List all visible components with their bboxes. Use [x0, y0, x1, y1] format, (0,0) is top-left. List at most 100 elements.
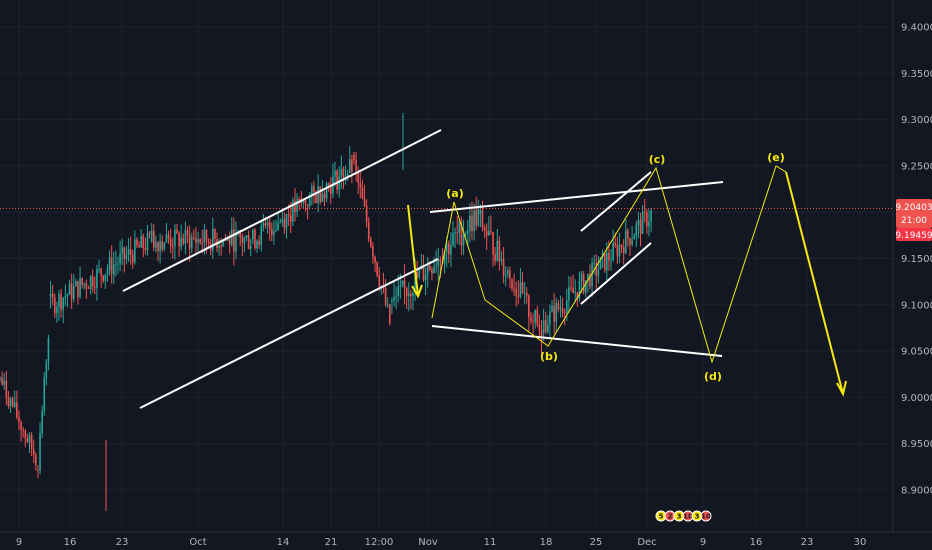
candle-body	[102, 275, 105, 281]
secondary-price-tag	[896, 228, 932, 241]
candle-body	[184, 230, 187, 244]
candle-body	[584, 280, 587, 293]
candle-body	[81, 278, 83, 285]
event-icon[interactable]: 10	[682, 510, 694, 522]
candle-body	[473, 210, 475, 232]
candle-body	[77, 280, 79, 297]
time-tick-label: Nov	[418, 537, 438, 548]
candle-body	[243, 237, 246, 243]
candle-body	[504, 274, 507, 276]
ascending-channel-lower[interactable]	[139, 258, 439, 409]
candle-body	[553, 305, 555, 322]
candle-body	[281, 219, 284, 223]
candle-body	[123, 247, 126, 259]
candle-body	[637, 219, 640, 225]
candle-body	[72, 286, 75, 300]
wave-down-arrow-oct[interactable]	[407, 204, 419, 297]
candle-body	[275, 229, 277, 231]
candle-body	[142, 236, 145, 248]
candle-body	[289, 215, 292, 222]
candle-body	[412, 292, 414, 297]
candle-body	[163, 242, 166, 250]
candle-body	[414, 271, 416, 293]
rising-wedge-upper[interactable]	[580, 171, 652, 232]
candle-body	[94, 286, 96, 288]
candle-body	[11, 398, 14, 407]
candle-body	[439, 258, 442, 262]
candle-body	[245, 235, 248, 238]
candle-body	[258, 240, 260, 245]
candle-body	[456, 232, 459, 234]
candle-body	[410, 293, 412, 297]
candle-body	[3, 380, 6, 385]
candle-body	[589, 273, 591, 287]
wave-label-d: (d)	[704, 370, 722, 383]
price-tick-label: 8.95000	[901, 439, 932, 450]
candle-body	[376, 262, 378, 276]
candle-body	[587, 273, 589, 281]
candle-body	[235, 231, 237, 252]
candle-body	[167, 234, 170, 240]
candle-body	[159, 240, 161, 251]
candle-body	[169, 239, 172, 247]
candle-body	[500, 258, 503, 261]
rising-wedge-lower[interactable]	[580, 242, 652, 305]
triangle-lower[interactable]	[431, 325, 723, 357]
candle-body	[205, 230, 208, 242]
candle-body	[68, 283, 71, 295]
candle-body	[565, 300, 568, 314]
candle-body	[620, 245, 623, 248]
candle-body	[648, 221, 650, 227]
candle-body	[418, 269, 421, 278]
candle-body	[233, 229, 235, 252]
candle-body	[397, 286, 400, 296]
candle-body	[593, 262, 595, 264]
price-tick-label: 8.90000	[901, 486, 932, 497]
candle-body	[528, 295, 530, 318]
candle-body	[195, 238, 197, 243]
event-icons[interactable]: 5 2 3 10 3 10	[655, 510, 712, 522]
candle-body	[171, 246, 174, 248]
wave-label-b: (b)	[540, 350, 558, 363]
candle-body	[323, 193, 326, 199]
candle-body	[214, 228, 216, 240]
wave-projection[interactable]: (a) (b) (c) (d) (e)	[407, 151, 847, 397]
ascending-channel-upper[interactable]	[122, 129, 442, 292]
candle-body	[361, 187, 364, 199]
time-tick-label: 14	[277, 537, 290, 548]
candle-body	[395, 295, 397, 297]
candle-body	[292, 200, 294, 222]
candle-body	[511, 278, 513, 289]
time-axis[interactable]: 9 16 23 Oct 14 21 12:00 Nov 11 18 25 Dec 9 16 23 30	[0, 531, 932, 548]
candle-body	[140, 236, 142, 248]
candle-body	[277, 222, 279, 230]
candle-body	[624, 230, 627, 254]
candle-body	[384, 287, 387, 305]
price-tick-label: 9.10000	[901, 300, 932, 311]
wave-down-arrow-dec[interactable]	[785, 171, 844, 395]
candle-body	[627, 230, 629, 239]
event-icon-label: 3	[695, 513, 700, 521]
time-tick-label: 16	[750, 537, 763, 548]
candle-body	[431, 269, 433, 274]
candle-body	[96, 269, 98, 288]
candle-body	[70, 283, 73, 300]
wave-label-c: (c)	[649, 153, 666, 166]
candle-body	[43, 377, 46, 411]
wave-abcde-path[interactable]	[431, 165, 787, 364]
candle-body	[125, 254, 128, 259]
candle-body	[401, 280, 404, 286]
event-icon-label: 10	[701, 513, 711, 521]
candle-body	[212, 228, 214, 251]
triangle-upper[interactable]	[429, 181, 724, 213]
candle-body	[561, 307, 564, 313]
candle-body	[591, 262, 593, 287]
candle-body	[570, 287, 572, 289]
price-tick-label: 9.00000	[901, 393, 932, 404]
candle-body	[348, 159, 351, 174]
candle-body	[264, 223, 267, 226]
candle-body	[612, 242, 614, 261]
event-icon[interactable]: 10	[700, 510, 712, 522]
trendline-drawings[interactable]	[122, 129, 724, 409]
